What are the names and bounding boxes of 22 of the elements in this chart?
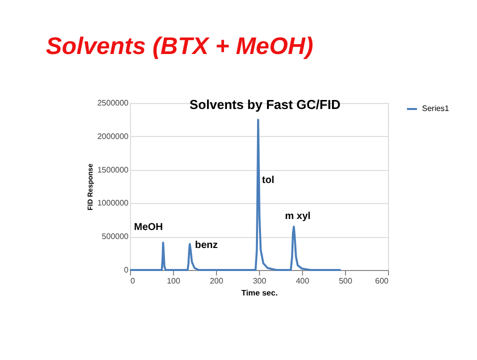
line-series [129,118,342,271]
y-tick-label: 1500000 [97,165,130,174]
x-axis-title: Time sec. [241,288,278,298]
x-tick-label: 600 [375,276,390,286]
y-tick-label: 0 [124,266,130,274]
y-tick-label: 2500000 [97,98,130,108]
x-tick-label: 100 [166,276,181,286]
x-tick-label: 300 [252,276,267,286]
chart-subtitle: Solvents by Fast GC/FID [190,97,340,112]
x-tick-label: 400 [296,276,310,286]
y-tick-label: 1000000 [97,198,130,208]
annotation: MeOH [134,222,163,233]
x-tick-label: 500 [338,276,353,286]
legend-label: Series1 [422,104,450,113]
y-tick-label: 500000 [102,232,130,242]
x-tick-label: 200 [210,276,224,286]
annotation: tol [262,175,274,186]
chart-title: Solvents (BTX + MeOH) [46,33,314,60]
annotation: benz [195,240,218,251]
annotation: m xyl [285,211,311,222]
y-tick-label: 2000000 [97,132,130,141]
x-tick-label: 0 [130,276,136,286]
